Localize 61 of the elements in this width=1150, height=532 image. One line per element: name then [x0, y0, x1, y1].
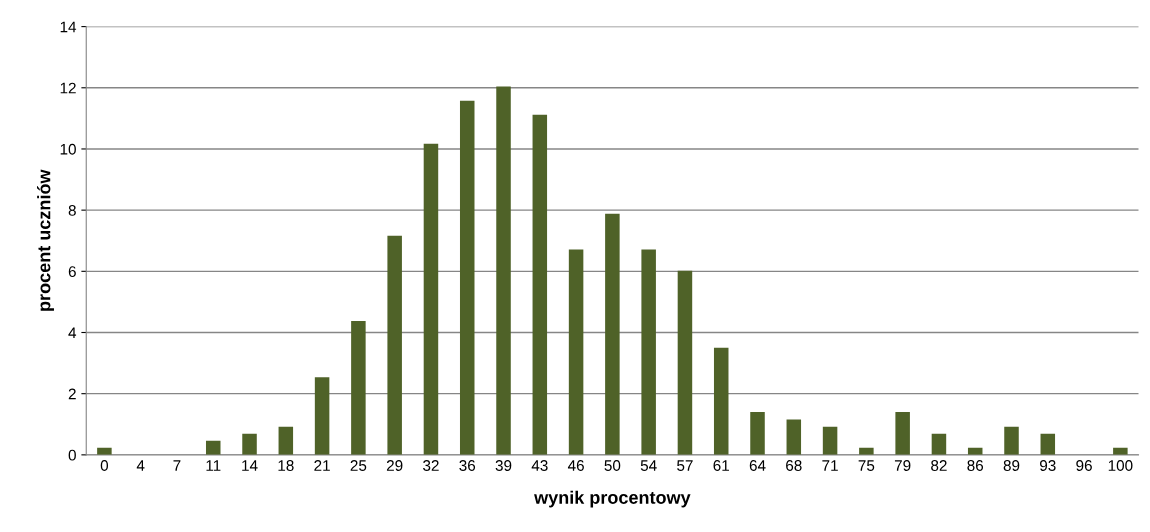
bar — [713, 347, 729, 455]
x-tick-label: 82 — [931, 460, 947, 471]
y-tick-label: 0 — [68, 449, 76, 461]
x-tick-label: 61 — [713, 460, 729, 471]
x-tick-label: 36 — [459, 460, 476, 471]
x-tick-label: 86 — [967, 460, 984, 471]
x-tick-label: 68 — [786, 460, 802, 471]
bar — [822, 426, 838, 455]
bar — [242, 433, 257, 455]
y-tick-label: 6 — [68, 266, 76, 278]
x-tick-label: 43 — [531, 460, 548, 471]
bar — [605, 213, 620, 455]
bar — [786, 419, 802, 455]
x-tick-label: 89 — [1003, 460, 1020, 471]
bar — [895, 412, 910, 455]
x-tick-label: 46 — [567, 460, 584, 471]
bar — [677, 270, 693, 455]
x-tick-label: 32 — [423, 460, 439, 471]
bar — [750, 412, 765, 455]
y-tick-label: 4 — [68, 327, 77, 339]
x-tick-label: 57 — [677, 460, 693, 471]
x-tick-label: 75 — [858, 460, 875, 471]
x-tick-label: 14 — [242, 460, 258, 471]
x-tick-label: 18 — [278, 460, 294, 471]
x-tick-label: 4 — [136, 460, 145, 471]
y-tick-label: 12 — [60, 82, 76, 94]
bar — [1004, 426, 1019, 455]
bar — [351, 320, 366, 455]
x-tick-label: 7 — [173, 460, 181, 471]
x-tick-label: 29 — [386, 460, 403, 471]
x-tick-label: 39 — [495, 460, 512, 471]
x-tick-label: 50 — [604, 460, 621, 471]
y-tick-label: 8 — [68, 205, 76, 216]
bar — [1040, 433, 1056, 455]
x-tick-label: 96 — [1076, 460, 1092, 471]
bar — [314, 377, 330, 455]
bar — [931, 433, 947, 455]
x-tick-label: 71 — [822, 460, 838, 471]
bar — [205, 440, 221, 455]
bar — [459, 100, 475, 455]
x-axis-title: wynik procentowy — [534, 490, 691, 508]
bar — [387, 235, 402, 455]
bar — [532, 114, 548, 455]
y-axis-title: procent uczniów — [36, 169, 54, 311]
bar — [278, 426, 294, 455]
x-tick-label: 64 — [749, 460, 766, 471]
x-tick-label: 0 — [100, 460, 109, 471]
bar — [568, 249, 584, 455]
x-tick-label: 93 — [1040, 460, 1056, 471]
y-tick-label: 10 — [60, 143, 76, 155]
x-tick-label: 100 — [1108, 460, 1133, 471]
y-tick-label: 2 — [68, 388, 76, 400]
x-tick-label: 25 — [350, 460, 367, 471]
bar — [423, 143, 439, 455]
x-tick-label: 21 — [314, 460, 330, 471]
bar — [641, 249, 656, 455]
y-tick-label: 14 — [60, 21, 77, 33]
x-tick-label: 79 — [894, 460, 911, 471]
x-tick-label: 54 — [640, 460, 657, 471]
x-tick-label: 11 — [206, 460, 221, 471]
bar — [496, 86, 511, 455]
